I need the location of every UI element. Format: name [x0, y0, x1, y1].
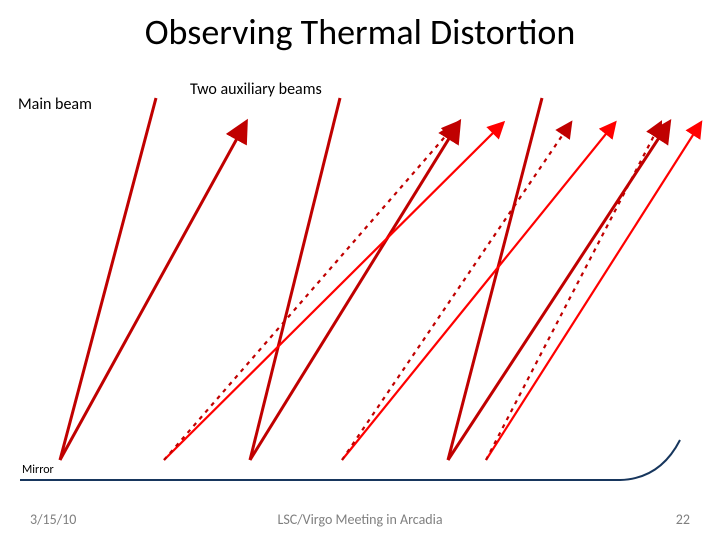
main-in-1 [60, 98, 156, 460]
footer-page-number: 22 [676, 511, 690, 528]
main-out-3 [448, 124, 668, 460]
aux2-dash [342, 124, 570, 460]
footer-center-text: LSC/Virgo Meeting in Arcadia [277, 511, 442, 528]
aux1-dash [164, 124, 456, 460]
slide: Observing Thermal Distortion Main beam T… [0, 0, 720, 540]
beam-group [60, 98, 700, 460]
mirror-surface [20, 440, 680, 480]
main-in-3 [448, 98, 542, 460]
main-out-2 [250, 124, 458, 460]
footer-center: LSC/Virgo Meeting in Arcadia [0, 511, 720, 528]
aux3-solid [486, 124, 700, 460]
main-in-2 [250, 98, 340, 460]
main-out-1 [60, 124, 245, 460]
aux1-solid [164, 124, 502, 460]
ray-diagram [0, 0, 720, 540]
